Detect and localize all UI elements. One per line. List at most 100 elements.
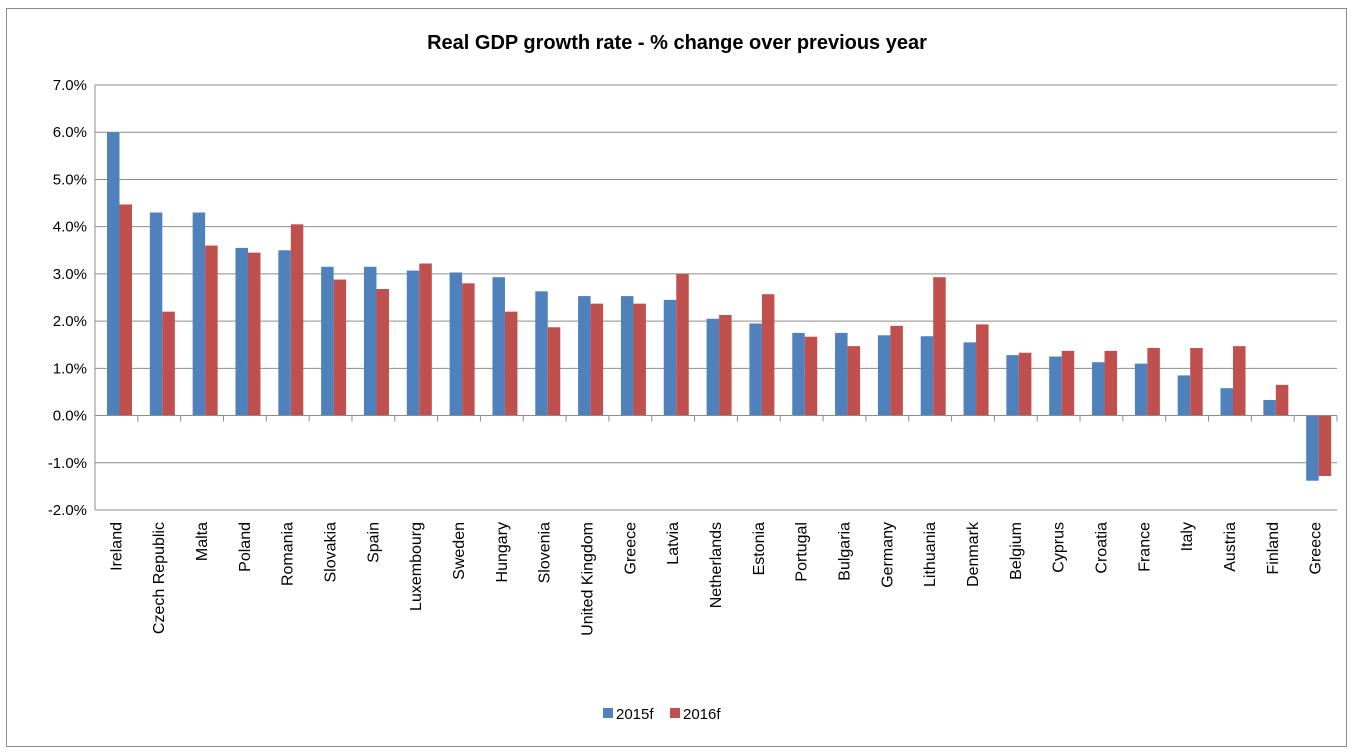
bar-2015f-6 [363, 266, 377, 416]
bar-2016f-24 [1147, 348, 1160, 416]
y-tick-label: 1.0% [53, 360, 87, 377]
bar-2016f-19 [933, 277, 946, 416]
x-category-label: Romania [280, 522, 297, 586]
x-category-label: Lithuania [922, 522, 939, 587]
bar-2016f-18 [890, 325, 903, 416]
bar-2015f-11 [578, 296, 591, 416]
x-category-label: Austria [1222, 522, 1239, 572]
x-category-label: Malta [194, 522, 211, 561]
y-tick-label: 2.0% [53, 313, 87, 330]
bar-2015f-1 [149, 212, 163, 416]
x-category-label: Belgium [1008, 522, 1025, 580]
y-tick-label: 5.0% [53, 171, 87, 188]
bar-2016f-26 [1233, 346, 1246, 416]
bar-2016f-6 [376, 289, 389, 416]
axes [94, 85, 1338, 510]
bar-2015f-13 [663, 299, 677, 416]
bar-2015f-23 [1092, 362, 1105, 416]
bar-2015f-28 [1306, 415, 1319, 481]
bar-2015f-21 [1006, 355, 1019, 416]
bar-2015f-10 [535, 291, 548, 416]
x-category-label: United Kingdom [580, 522, 597, 636]
bar-2015f-15 [749, 323, 762, 416]
x-category-label: Netherlands [708, 522, 725, 608]
x-category-label: Croatia [1093, 522, 1110, 574]
x-axis-labels: Ireland Czech Republic Malta Poland Romania S… [108, 521, 1324, 636]
x-category-label: Bulgaria [836, 522, 853, 581]
legend-label: 2016f [683, 706, 721, 723]
x-category-label: Slovenia [537, 522, 554, 583]
bar-2016f-4 [290, 224, 304, 416]
bar-2016f-1 [162, 311, 175, 416]
bar-2015f-12 [620, 296, 634, 416]
bar-2015f-8 [449, 272, 463, 416]
bar-2015f-3 [235, 247, 248, 416]
bar-2015f-27 [1263, 399, 1276, 416]
y-tick-label: 4.0% [53, 219, 87, 236]
bar-2016f-16 [804, 336, 818, 416]
bar-2015f-9 [492, 277, 505, 416]
bar-2015f-19 [920, 336, 934, 416]
y-axis-ticks: 7.0% 6.0% 5.0% 4.0% 3.0% 2.0% 1.0% 0.0% -1.0% -2.… [48, 77, 87, 519]
bar-2016f-9 [504, 311, 518, 416]
bar-2015f-20 [963, 342, 977, 416]
legend-swatch-2016f [670, 708, 680, 718]
x-category-label: Ireland [108, 522, 125, 571]
x-category-label: Italy [1179, 522, 1196, 551]
bar-2016f-11 [590, 303, 604, 416]
bar-2015f-2 [192, 212, 206, 416]
bar-2016f-7 [419, 263, 432, 416]
bar-2016f-5 [333, 279, 347, 416]
x-category-label: France [1136, 522, 1153, 572]
bar-2015f-18 [877, 335, 891, 416]
legend: 2015f 2016f [603, 706, 721, 723]
x-category-label: Denmark [965, 521, 982, 587]
y-tick-label: 6.0% [53, 124, 87, 141]
x-category-label: Germany [879, 522, 896, 588]
x-category-label: Latvia [665, 522, 682, 565]
x-category-label: Hungary [494, 522, 511, 582]
bar-2015f-14 [706, 318, 720, 416]
bar-2016f-23 [1104, 350, 1118, 416]
bar-2016f-28 [1318, 415, 1332, 476]
y-tick-label: 3.0% [53, 266, 87, 283]
bar-2015f-26 [1220, 388, 1234, 416]
bar-2015f-16 [792, 332, 805, 416]
bar-2016f-25 [1190, 348, 1203, 416]
gridlines [95, 84, 1337, 511]
bar-2016f-27 [1275, 384, 1289, 416]
bar-2015f-4 [278, 250, 291, 416]
bar-2016f-17 [847, 346, 861, 416]
chart-title: Real GDP growth rate - % change over pre… [427, 32, 927, 54]
bar-2016f-15 [761, 294, 775, 416]
bars [107, 132, 1332, 481]
y-tick-label: 7.0% [53, 77, 87, 94]
bar-2016f-2 [205, 245, 218, 416]
bar-2015f-24 [1134, 363, 1148, 416]
y-tick-label: 0.0% [53, 408, 87, 425]
x-category-label: Slovakia [323, 522, 340, 583]
x-category-label: Cyprus [1051, 522, 1068, 573]
bar-2016f-10 [547, 327, 561, 416]
bar-2016f-22 [1061, 350, 1075, 416]
x-category-label: Finland [1265, 522, 1282, 574]
bar-2015f-5 [321, 266, 334, 416]
bar-2015f-0 [107, 132, 120, 416]
bar-2015f-25 [1177, 375, 1191, 416]
legend-swatch-2015f [603, 708, 613, 718]
bar-2016f-8 [462, 283, 475, 416]
x-category-label: Estonia [751, 522, 768, 575]
bar-2016f-21 [1018, 352, 1032, 416]
bar-2016f-0 [119, 204, 132, 416]
x-category-label: Portugal [794, 522, 811, 582]
bar-2016f-12 [633, 303, 646, 416]
y-tick-label: -1.0% [48, 455, 87, 472]
y-tick-label: -2.0% [48, 502, 87, 519]
x-category-label: Sweden [451, 522, 468, 580]
x-category-label: Greece [1308, 522, 1325, 575]
bar-2016f-3 [247, 252, 261, 416]
legend-label: 2015f [616, 706, 654, 723]
x-category-label: Luxembourg [408, 522, 425, 611]
bar-2016f-14 [719, 314, 732, 416]
